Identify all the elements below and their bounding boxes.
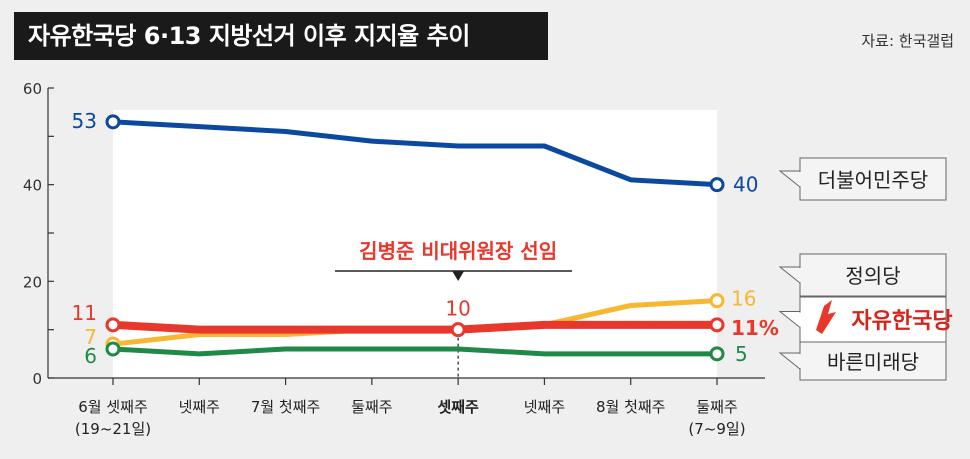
data-label: 16: [731, 287, 756, 311]
annotation-text: 김병준 비대위원장 선임: [359, 239, 557, 263]
x-tick-label: 6월 셋째주: [78, 398, 148, 416]
legend-box: [799, 157, 947, 201]
data-point: [105, 317, 121, 333]
data-label: 53: [72, 109, 97, 133]
legend-pointer-join: [799, 268, 802, 282]
legend-pointer: [778, 266, 801, 285]
x-tick-label: 8월 첫째주: [596, 398, 666, 416]
series-line-2: [109, 320, 721, 334]
legend-pointer-join: [799, 312, 802, 327]
data-label: 7: [84, 325, 97, 349]
data-label: 6: [84, 344, 97, 368]
data-label: 5: [735, 342, 748, 366]
legend-pointer-join: [799, 172, 802, 186]
data-point: [105, 114, 121, 130]
legend-label: 바른미래당: [827, 350, 919, 374]
source-note: 자료: 한국갤럽: [861, 32, 954, 50]
legend-pointer-join: [799, 354, 802, 368]
x-tick-label: 둘째주: [351, 398, 392, 416]
data-label: 40: [733, 173, 758, 197]
data-point: [709, 346, 725, 362]
legend-label: 더불어민주당: [818, 168, 928, 192]
series-line-3: [110, 346, 720, 357]
legend-pointer: [778, 352, 801, 371]
series-line-0: [110, 119, 720, 188]
y-tick-label: 0: [32, 370, 42, 388]
chart-title: 자유한국당 6·13 지방선거 이후 지지율 추이: [14, 12, 548, 60]
data-label: 10: [445, 297, 470, 321]
data-point: [105, 341, 121, 357]
data-point: [709, 293, 725, 309]
legend-label: 정의당: [845, 264, 900, 288]
x-tick-label: 넷째주: [179, 398, 220, 416]
legend-pointer: [778, 170, 801, 189]
x-tick-label: 셋째주: [437, 398, 479, 416]
y-tick-label: 60: [23, 80, 42, 98]
y-tick-label: 40: [23, 177, 42, 195]
annotation-pointer: [452, 271, 465, 281]
x-tick-label: (19~21일): [75, 420, 151, 438]
party-logo-mark: [816, 300, 836, 334]
data-point: [450, 322, 466, 338]
data-label: 11%: [731, 316, 779, 340]
x-tick-label: 7월 첫째주: [251, 398, 321, 416]
x-tick-label: 둘째주: [696, 398, 737, 416]
data-point: [709, 177, 725, 193]
data-label: 11: [72, 301, 97, 325]
x-tick-label: (7~9일): [688, 420, 745, 438]
legend-box: [799, 253, 947, 297]
x-tick-label: 넷째주: [524, 398, 565, 416]
legend-pointer: [778, 311, 801, 329]
y-tick-label: 20: [23, 273, 42, 291]
legend-label: 자유한국당: [851, 309, 952, 334]
data-point: [709, 317, 725, 333]
legend-box: [799, 341, 947, 381]
